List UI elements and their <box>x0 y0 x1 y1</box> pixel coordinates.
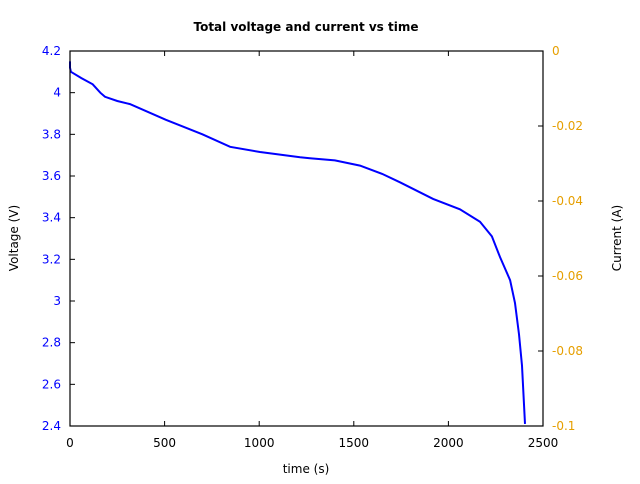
voltage-line <box>69 61 526 424</box>
y2-tick-label: 0 <box>552 44 560 58</box>
x-tick-label: 2000 <box>433 436 464 450</box>
y-tick-label: 4.2 <box>42 44 61 58</box>
x-axis-label: time (s) <box>283 462 330 476</box>
y2-axis-label: Current (A) <box>610 205 624 271</box>
y-tick-label: 3.6 <box>42 169 61 183</box>
x-tick-label: 500 <box>153 436 176 450</box>
y-tick-label: 2.6 <box>42 377 61 391</box>
axis-ticks: 0 500 1000 1500 2000 2500 2.4 2.6 2.8 3 3.2 3.4 3.6 3… <box>42 44 583 450</box>
y-tick-label: 2.8 <box>42 336 61 350</box>
x-tick-label: 1000 <box>244 436 275 450</box>
x-tick-label: 1500 <box>339 436 370 450</box>
y2-tick-label: -0.08 <box>552 344 583 358</box>
y-tick-label: 3.4 <box>42 211 61 225</box>
y-tick-label: 3 <box>53 294 61 308</box>
y-tick-label: 4 <box>53 86 61 100</box>
chart-title: Total voltage and current vs time <box>193 20 418 34</box>
y2-tick-label: -0.04 <box>552 194 583 208</box>
y2-tick-label: -0.1 <box>552 419 575 433</box>
x-tick-label: 0 <box>66 436 74 450</box>
y-tick-label: 2.4 <box>42 419 61 433</box>
y-tick-label: 3.2 <box>42 252 61 266</box>
y-axis-label: Voltage (V) <box>7 205 21 271</box>
plot-frame <box>69 50 544 427</box>
y2-tick-label: -0.02 <box>552 119 583 133</box>
y2-tick-label: -0.06 <box>552 269 583 283</box>
x-tick-label: 2500 <box>528 436 559 450</box>
y-tick-label: 3.8 <box>42 127 61 141</box>
